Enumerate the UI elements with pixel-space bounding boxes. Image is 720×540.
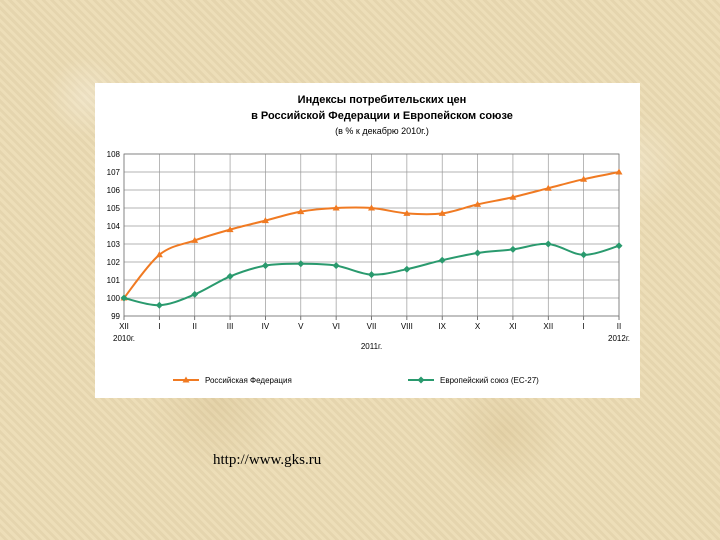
- data-point: [332, 204, 340, 211]
- data-point: [438, 256, 446, 264]
- data-point: [297, 208, 305, 215]
- y-tick-label: 106: [107, 186, 121, 195]
- data-point: [615, 168, 623, 175]
- x-tick-label: X: [475, 322, 481, 331]
- data-point: [474, 249, 482, 257]
- data-point: [368, 271, 375, 279]
- x-tick-label: I: [583, 322, 585, 331]
- y-tick-label: 102: [107, 258, 121, 267]
- series-group: [120, 240, 623, 309]
- data-point: [509, 193, 517, 200]
- data-point: [368, 204, 375, 211]
- x-tick-label: IV: [262, 322, 270, 331]
- legend: Российская Федерация Европейский союз (ЕС…: [173, 376, 539, 385]
- grid: [123, 153, 620, 317]
- y-tick-label: 104: [107, 222, 121, 231]
- x-tick-label: VI: [332, 322, 340, 331]
- x-tick-label: VII: [367, 322, 377, 331]
- data-point: [332, 262, 340, 270]
- x-tick-label: XI: [509, 322, 517, 331]
- chart-subtitle: (в % к декабрю 2010г.): [335, 126, 429, 136]
- legend-label: Европейский союз (ЕС-27): [440, 376, 539, 385]
- data-point: [615, 242, 623, 250]
- data-point: [297, 260, 305, 268]
- y-tick-label: 107: [107, 168, 121, 177]
- data-point: [226, 272, 234, 280]
- y-tick-label: 101: [107, 276, 121, 285]
- data-point: [120, 294, 128, 302]
- data-point: [403, 265, 411, 273]
- x-tick-label: IX: [438, 322, 446, 331]
- y-tick-label: 103: [107, 240, 121, 249]
- series-lines: [120, 168, 623, 309]
- data-point: [191, 290, 199, 298]
- y-tick-label: 100: [107, 294, 121, 303]
- year-label: 2010г.: [113, 334, 135, 343]
- y-tick-label: 105: [107, 204, 121, 213]
- x-tick-label: II: [617, 322, 621, 331]
- data-point: [155, 251, 163, 258]
- y-tick-label: 99: [111, 312, 120, 321]
- chart-title-line-1: Индексы потребительских цен: [298, 94, 467, 106]
- x-tick-label: III: [227, 322, 234, 331]
- year-label: 2011г.: [361, 342, 382, 351]
- data-point: [509, 245, 517, 253]
- data-point: [261, 217, 269, 224]
- x-tick-label: XII: [543, 322, 553, 331]
- data-point: [580, 175, 588, 182]
- data-point: [226, 226, 234, 233]
- x-tick-label: II: [192, 322, 196, 331]
- legend-swatch-marker: [417, 376, 425, 384]
- data-point: [474, 200, 482, 207]
- x-tick-label: V: [298, 322, 304, 331]
- data-point: [155, 301, 163, 309]
- legend-swatch-marker: [182, 376, 190, 383]
- source-link[interactable]: http://www.gks.ru: [213, 452, 322, 468]
- data-point: [438, 209, 446, 216]
- x-tick-label: XII: [119, 322, 129, 331]
- x-tick-label: I: [158, 322, 160, 331]
- chart-panel: Индексы потребительских цен в Российской…: [95, 83, 640, 398]
- series-group: [120, 168, 623, 301]
- data-point: [544, 184, 552, 191]
- data-point: [261, 262, 269, 270]
- price-index-chart: Индексы потребительских цен в Российской…: [107, 94, 630, 385]
- plot-frame: [123, 153, 620, 317]
- data-point: [580, 251, 588, 259]
- data-point: [403, 209, 411, 216]
- chart-title-line-2: в Российской Федерации и Европейском сою…: [251, 110, 513, 122]
- year-label: 2012г.: [608, 334, 630, 343]
- data-point: [544, 240, 552, 248]
- legend-label: Российская Федерация: [205, 376, 292, 385]
- x-tick-label: VIII: [401, 322, 413, 331]
- y-tick-label: 108: [107, 150, 121, 159]
- data-point: [191, 236, 199, 243]
